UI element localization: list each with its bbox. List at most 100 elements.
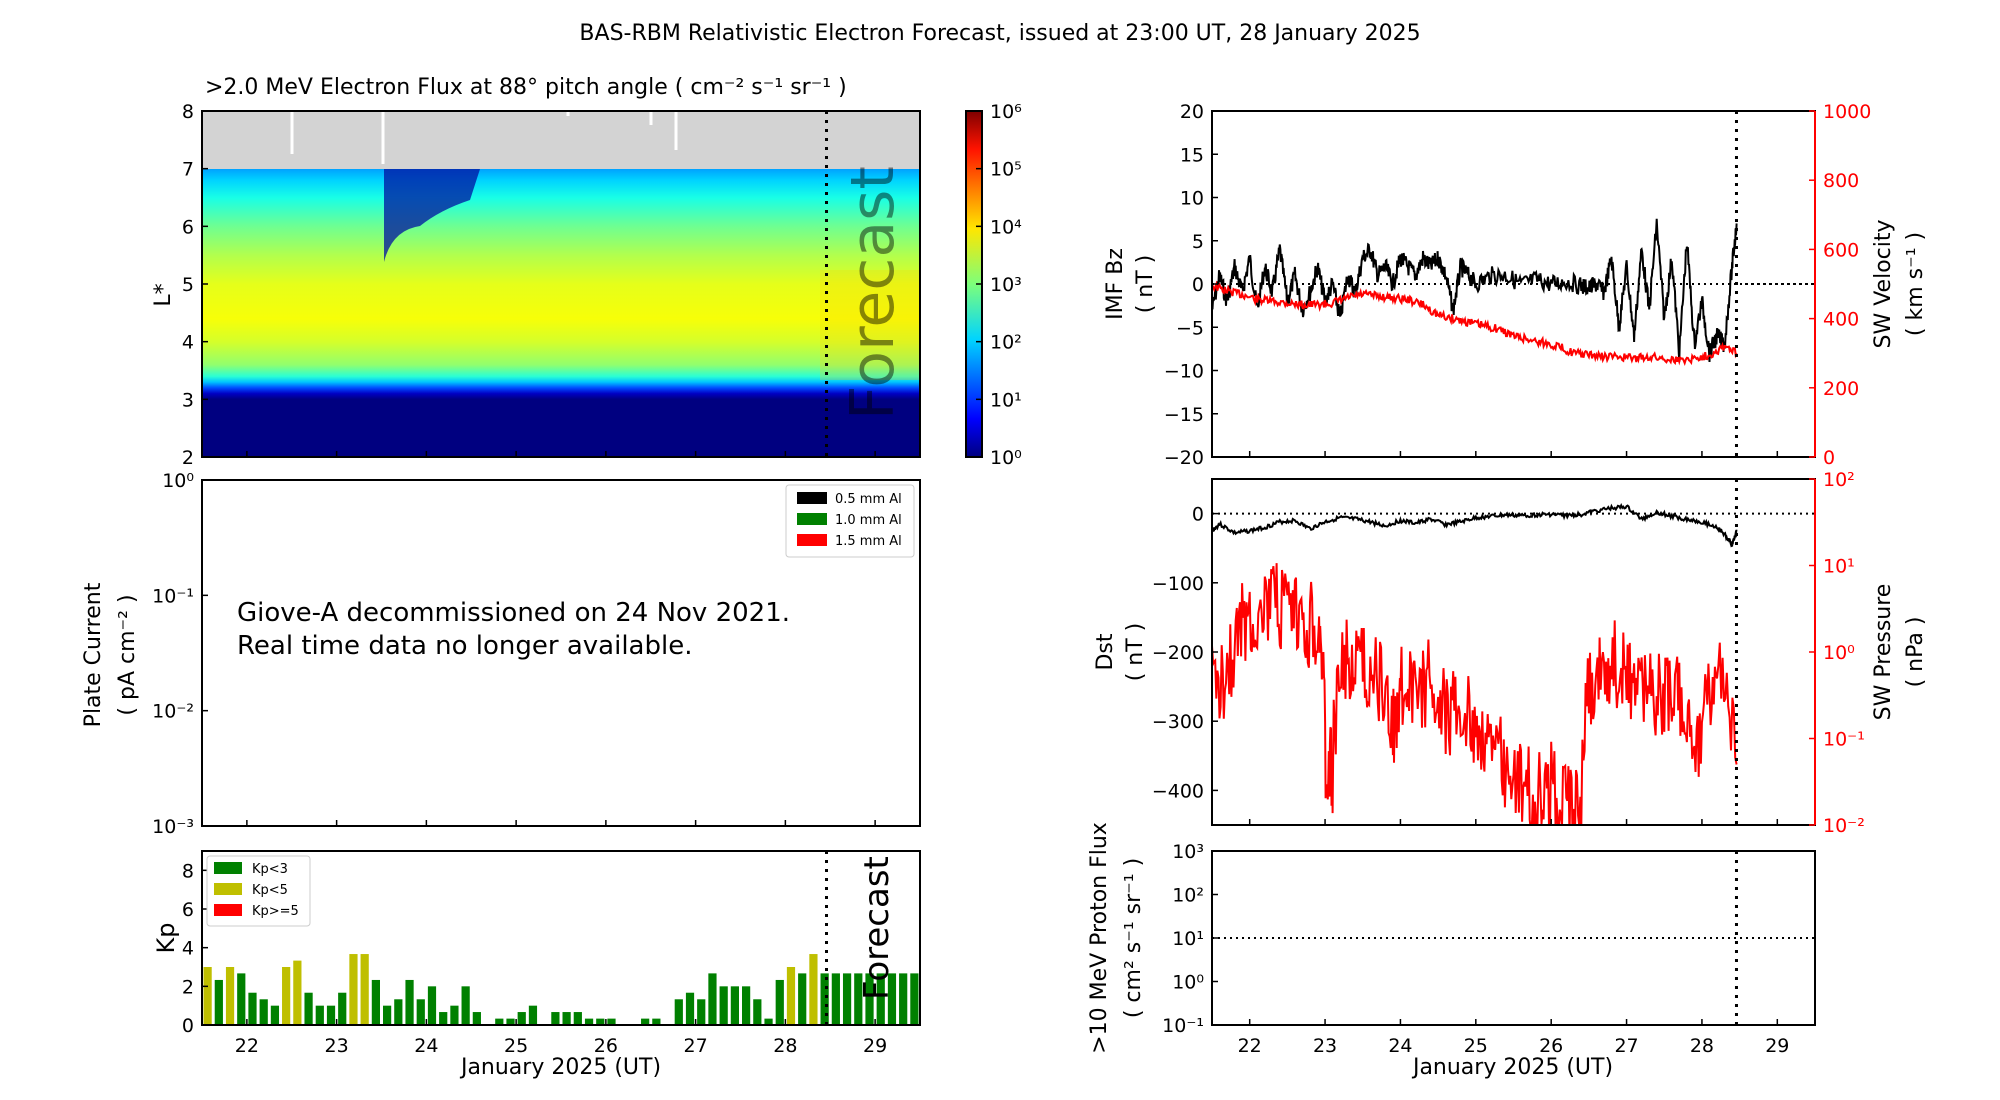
x-tick-label: 24 bbox=[414, 1035, 438, 1057]
legend-swatch-kp-high bbox=[214, 904, 242, 916]
y-tick-label: −10 bbox=[1164, 361, 1204, 383]
x-tick-label: 25 bbox=[504, 1035, 528, 1057]
plate-axes-frame bbox=[201, 479, 921, 827]
imf-bz-series bbox=[1212, 218, 1738, 363]
y-tick-label: 200 bbox=[1823, 378, 1859, 400]
kp-x-ticks: 22 23 24 25 26 27 28 29 bbox=[235, 1019, 887, 1057]
y-tick-label: 10⁶ bbox=[990, 101, 1022, 123]
flux-y-ticks: 2 3 4 5 6 7 8 bbox=[182, 101, 208, 469]
kp-bar bbox=[753, 999, 762, 1025]
x-tick-label: 23 bbox=[325, 1035, 349, 1057]
electron-flux-panel: >2.0 MeV Electron Flux at 88° pitch angl… bbox=[151, 75, 1022, 469]
kp-forecast-label: Forecast bbox=[857, 856, 897, 1000]
y-tick-label: 10⁻¹ bbox=[1162, 1015, 1204, 1037]
x-tick-label: 26 bbox=[594, 1035, 618, 1057]
kp-bar bbox=[495, 1018, 504, 1025]
legend-label-kp-mid: Kp<5 bbox=[252, 883, 288, 898]
kp-bar bbox=[607, 1018, 616, 1025]
y-tick-label: 600 bbox=[1823, 239, 1859, 261]
kp-bar bbox=[854, 973, 863, 1025]
y-tick-label: −300 bbox=[1152, 711, 1204, 733]
pressure-y-ticks: 10⁻² 10⁻¹ 10⁰ 10¹ 10² bbox=[1809, 469, 1865, 837]
kp-bar bbox=[899, 973, 908, 1025]
x-tick-label: 29 bbox=[1765, 1035, 1789, 1057]
colorbar-ticks: 10⁰ 10¹ 10² 10³ 10⁴ 10⁵ 10⁶ bbox=[976, 101, 1022, 469]
kp-bar bbox=[697, 999, 706, 1025]
y-tick-label: 8 bbox=[182, 860, 194, 882]
kp-bar bbox=[383, 1005, 392, 1025]
bz-y-label-units: ( nT ) bbox=[1133, 255, 1158, 314]
proton-x-label: January 2025 (UT) bbox=[1411, 1055, 1613, 1080]
kp-bar bbox=[584, 1018, 594, 1025]
legend-swatch-kp-mid bbox=[214, 883, 242, 895]
kp-bar bbox=[517, 1012, 526, 1025]
flux-forecast-label: Forecast bbox=[838, 166, 908, 420]
legend-swatch-1.0mm bbox=[797, 513, 827, 525]
proton-flux-panel: 10⁻¹ 10⁰ 10¹ 10² 10³ 22 23 24 25 26 27 28 29 >10 Me… bbox=[1087, 822, 1816, 1080]
y-tick-label: 10⁵ bbox=[990, 159, 1022, 181]
kp-bar bbox=[237, 973, 246, 1025]
pressure-y-label: SW Pressure bbox=[1871, 584, 1896, 721]
flux-heatmap bbox=[202, 169, 920, 457]
x-tick-label: 28 bbox=[1690, 1035, 1714, 1057]
y-tick-label: 10³ bbox=[990, 274, 1022, 296]
flux-x-tick-marks bbox=[246, 451, 876, 457]
y-tick-label: 10² bbox=[990, 332, 1022, 354]
y-tick-label: 8 bbox=[182, 101, 194, 123]
x-tick-label: 28 bbox=[773, 1035, 797, 1057]
kp-bar bbox=[282, 967, 291, 1025]
kp-bar bbox=[349, 954, 358, 1025]
decommission-note-line-2: Real time data no longer available. bbox=[237, 631, 692, 661]
flux-y-label: L* bbox=[151, 283, 176, 306]
bz-y-label: IMF Bz bbox=[1103, 248, 1128, 320]
y-tick-label: 2 bbox=[182, 976, 194, 998]
y-tick-label: −20 bbox=[1164, 447, 1204, 469]
y-tick-label: 10⁰ bbox=[162, 470, 194, 492]
kp-bar bbox=[809, 954, 818, 1025]
kp-y-label: Kp bbox=[152, 923, 180, 954]
kp-legend: Kp<3 Kp<5 Kp>=5 bbox=[206, 855, 311, 927]
kp-bar bbox=[719, 986, 728, 1025]
y-tick-label: 400 bbox=[1823, 309, 1859, 331]
y-tick-label: 10¹ bbox=[990, 389, 1022, 411]
kp-bar bbox=[876, 973, 885, 1025]
kp-bar bbox=[551, 1012, 560, 1025]
legend-label-kp-low: Kp<3 bbox=[252, 862, 288, 877]
proton-y-label-units: ( cm² s⁻¹ sr⁻¹ ) bbox=[1121, 858, 1146, 1018]
x-tick-label: 26 bbox=[1539, 1035, 1563, 1057]
flux-dropout-region bbox=[384, 169, 480, 262]
flux-panel-title: >2.0 MeV Electron Flux at 88° pitch angl… bbox=[205, 75, 847, 100]
kp-bar bbox=[293, 960, 302, 1025]
proton-y-ticks: 10⁻¹ 10⁰ 10¹ 10² 10³ bbox=[1162, 841, 1218, 1037]
dst-y-ticks: −400 −300 −200 −100 0 bbox=[1152, 504, 1218, 802]
kp-bar bbox=[775, 979, 784, 1025]
dst-y-label: Dst bbox=[1093, 633, 1118, 670]
missing-data-gaps bbox=[290, 112, 678, 164]
kp-bar bbox=[371, 979, 380, 1025]
kp-bar bbox=[326, 1005, 336, 1025]
proton-y-label: >10 MeV Proton Flux bbox=[1087, 822, 1112, 1054]
kp-bar bbox=[439, 1012, 448, 1025]
x-tick-label: 27 bbox=[1614, 1035, 1638, 1057]
bz-x-tick-marks bbox=[1248, 451, 1779, 457]
kp-bar bbox=[887, 973, 897, 1025]
y-tick-label: 0 bbox=[1823, 447, 1835, 469]
decommission-note-line-1: Giove-A decommissioned on 24 Nov 2021. bbox=[237, 598, 790, 628]
y-tick-label: 10⁻¹ bbox=[1823, 729, 1865, 751]
y-tick-label: 10⁻² bbox=[1823, 815, 1865, 837]
y-tick-label: 10⁻³ bbox=[152, 816, 194, 838]
y-tick-label: 10¹ bbox=[1823, 556, 1855, 578]
plate-current-panel: 10⁻³ 10⁻² 10⁻¹ 10⁰ Plate Current ( pA cm⁻² … bbox=[81, 470, 921, 838]
y-tick-label: 10² bbox=[1823, 469, 1855, 491]
y-tick-label: 10 bbox=[1180, 188, 1204, 210]
plate-legend: 0.5 mm Al 1.0 mm Al 1.5 mm Al bbox=[785, 484, 915, 558]
kp-bar bbox=[910, 973, 919, 1025]
plate-y-label: Plate Current bbox=[81, 582, 106, 727]
kp-bar bbox=[865, 973, 874, 1025]
y-tick-label: 800 bbox=[1823, 170, 1859, 192]
plate-x-tick-marks bbox=[246, 820, 876, 826]
legend-swatch-0.5mm bbox=[797, 492, 827, 504]
kp-bar bbox=[596, 1018, 605, 1025]
dst-series bbox=[1212, 502, 1738, 548]
